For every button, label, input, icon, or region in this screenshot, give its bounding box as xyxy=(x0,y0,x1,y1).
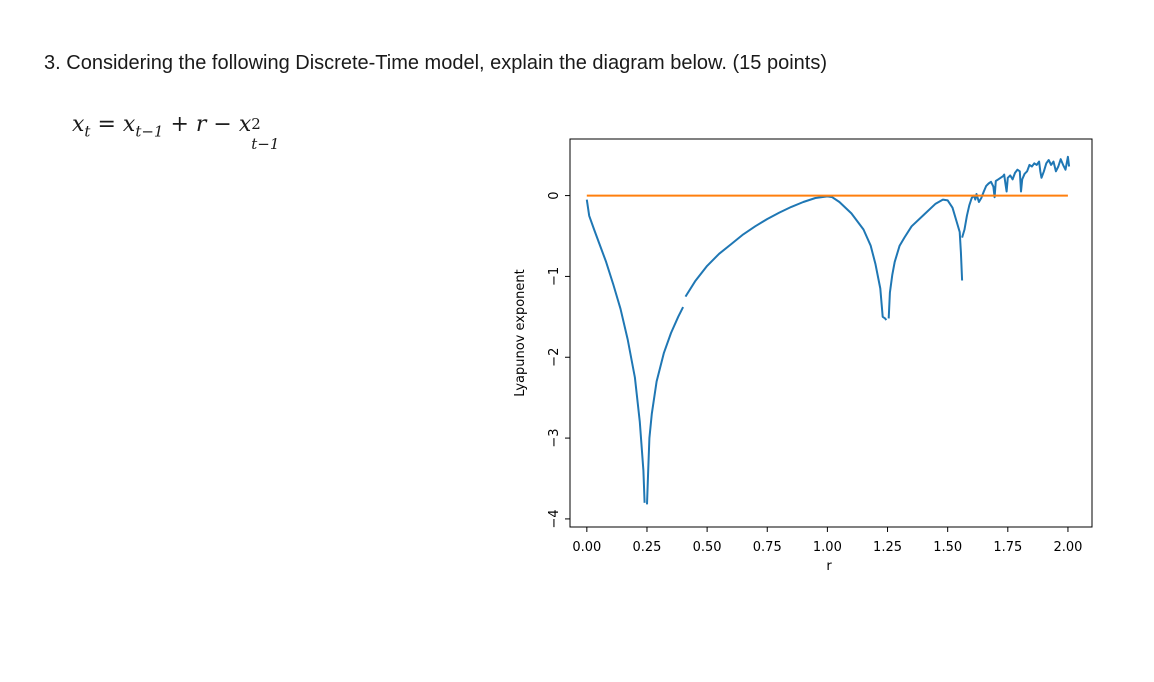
x-tick-label: 1.75 xyxy=(993,540,1022,555)
x-axis-label: r xyxy=(826,559,832,574)
lyapunov-line-segment-2 xyxy=(684,195,888,321)
eq-minus: − xyxy=(213,112,232,137)
x-tick-label: 2.00 xyxy=(1053,540,1082,555)
eq-term1-sub: t−1 xyxy=(135,122,164,141)
x-tick-label: 0.50 xyxy=(693,540,722,555)
x-tick-label: 1.00 xyxy=(813,540,842,555)
eq-equals: = xyxy=(97,112,116,137)
lyapunov-line-segment-3 xyxy=(887,198,964,319)
eq-term2: x xyxy=(238,112,252,137)
y-tick-label: −3 xyxy=(547,428,562,447)
eq-plus: + xyxy=(170,112,189,137)
y-axis-label: Lyapunov exponent xyxy=(513,269,528,396)
y-tick-label: −4 xyxy=(547,509,562,528)
question-body: Considering the following Discrete-Time … xyxy=(66,52,827,74)
y-tick-label: 0 xyxy=(547,191,562,199)
eq-term2-sub: t−1 xyxy=(251,135,280,153)
x-tick-label: 1.50 xyxy=(933,540,962,555)
y-tick-label: −1 xyxy=(547,267,562,286)
y-tick-label: −2 xyxy=(547,348,562,367)
question-number: 3. xyxy=(44,52,61,74)
eq-term2-sup: 2 xyxy=(251,115,261,133)
eq-lhs-sub: t xyxy=(84,122,91,141)
plot-frame xyxy=(569,138,1093,528)
model-equation: xt = xt−1 + r − x 2 t−1 xyxy=(72,112,285,153)
x-tick-label: 0.75 xyxy=(753,540,782,555)
x-tick-label: 0.25 xyxy=(633,540,662,555)
eq-term1: x xyxy=(122,112,136,137)
series-layer xyxy=(585,155,1071,505)
x-tick-label: 0.00 xyxy=(572,540,601,555)
lyapunov-line-segment-4 xyxy=(961,155,1071,238)
x-ticks: 0.00 0.25 0.50 0.75 1.00 1.25 1.50 1.75 2.00 xyxy=(572,527,1082,555)
eq-lhs: x xyxy=(72,112,85,137)
question-text: 3. Considering the following Discrete-Ti… xyxy=(44,52,827,75)
y-ticks: 0 −1 −2 −3 −4 xyxy=(547,191,570,529)
lyapunov-line-segment-1 xyxy=(646,306,684,505)
eq-r: r xyxy=(195,112,207,137)
x-tick-label: 1.25 xyxy=(873,540,902,555)
lyapunov-line-segment-0 xyxy=(585,199,646,503)
